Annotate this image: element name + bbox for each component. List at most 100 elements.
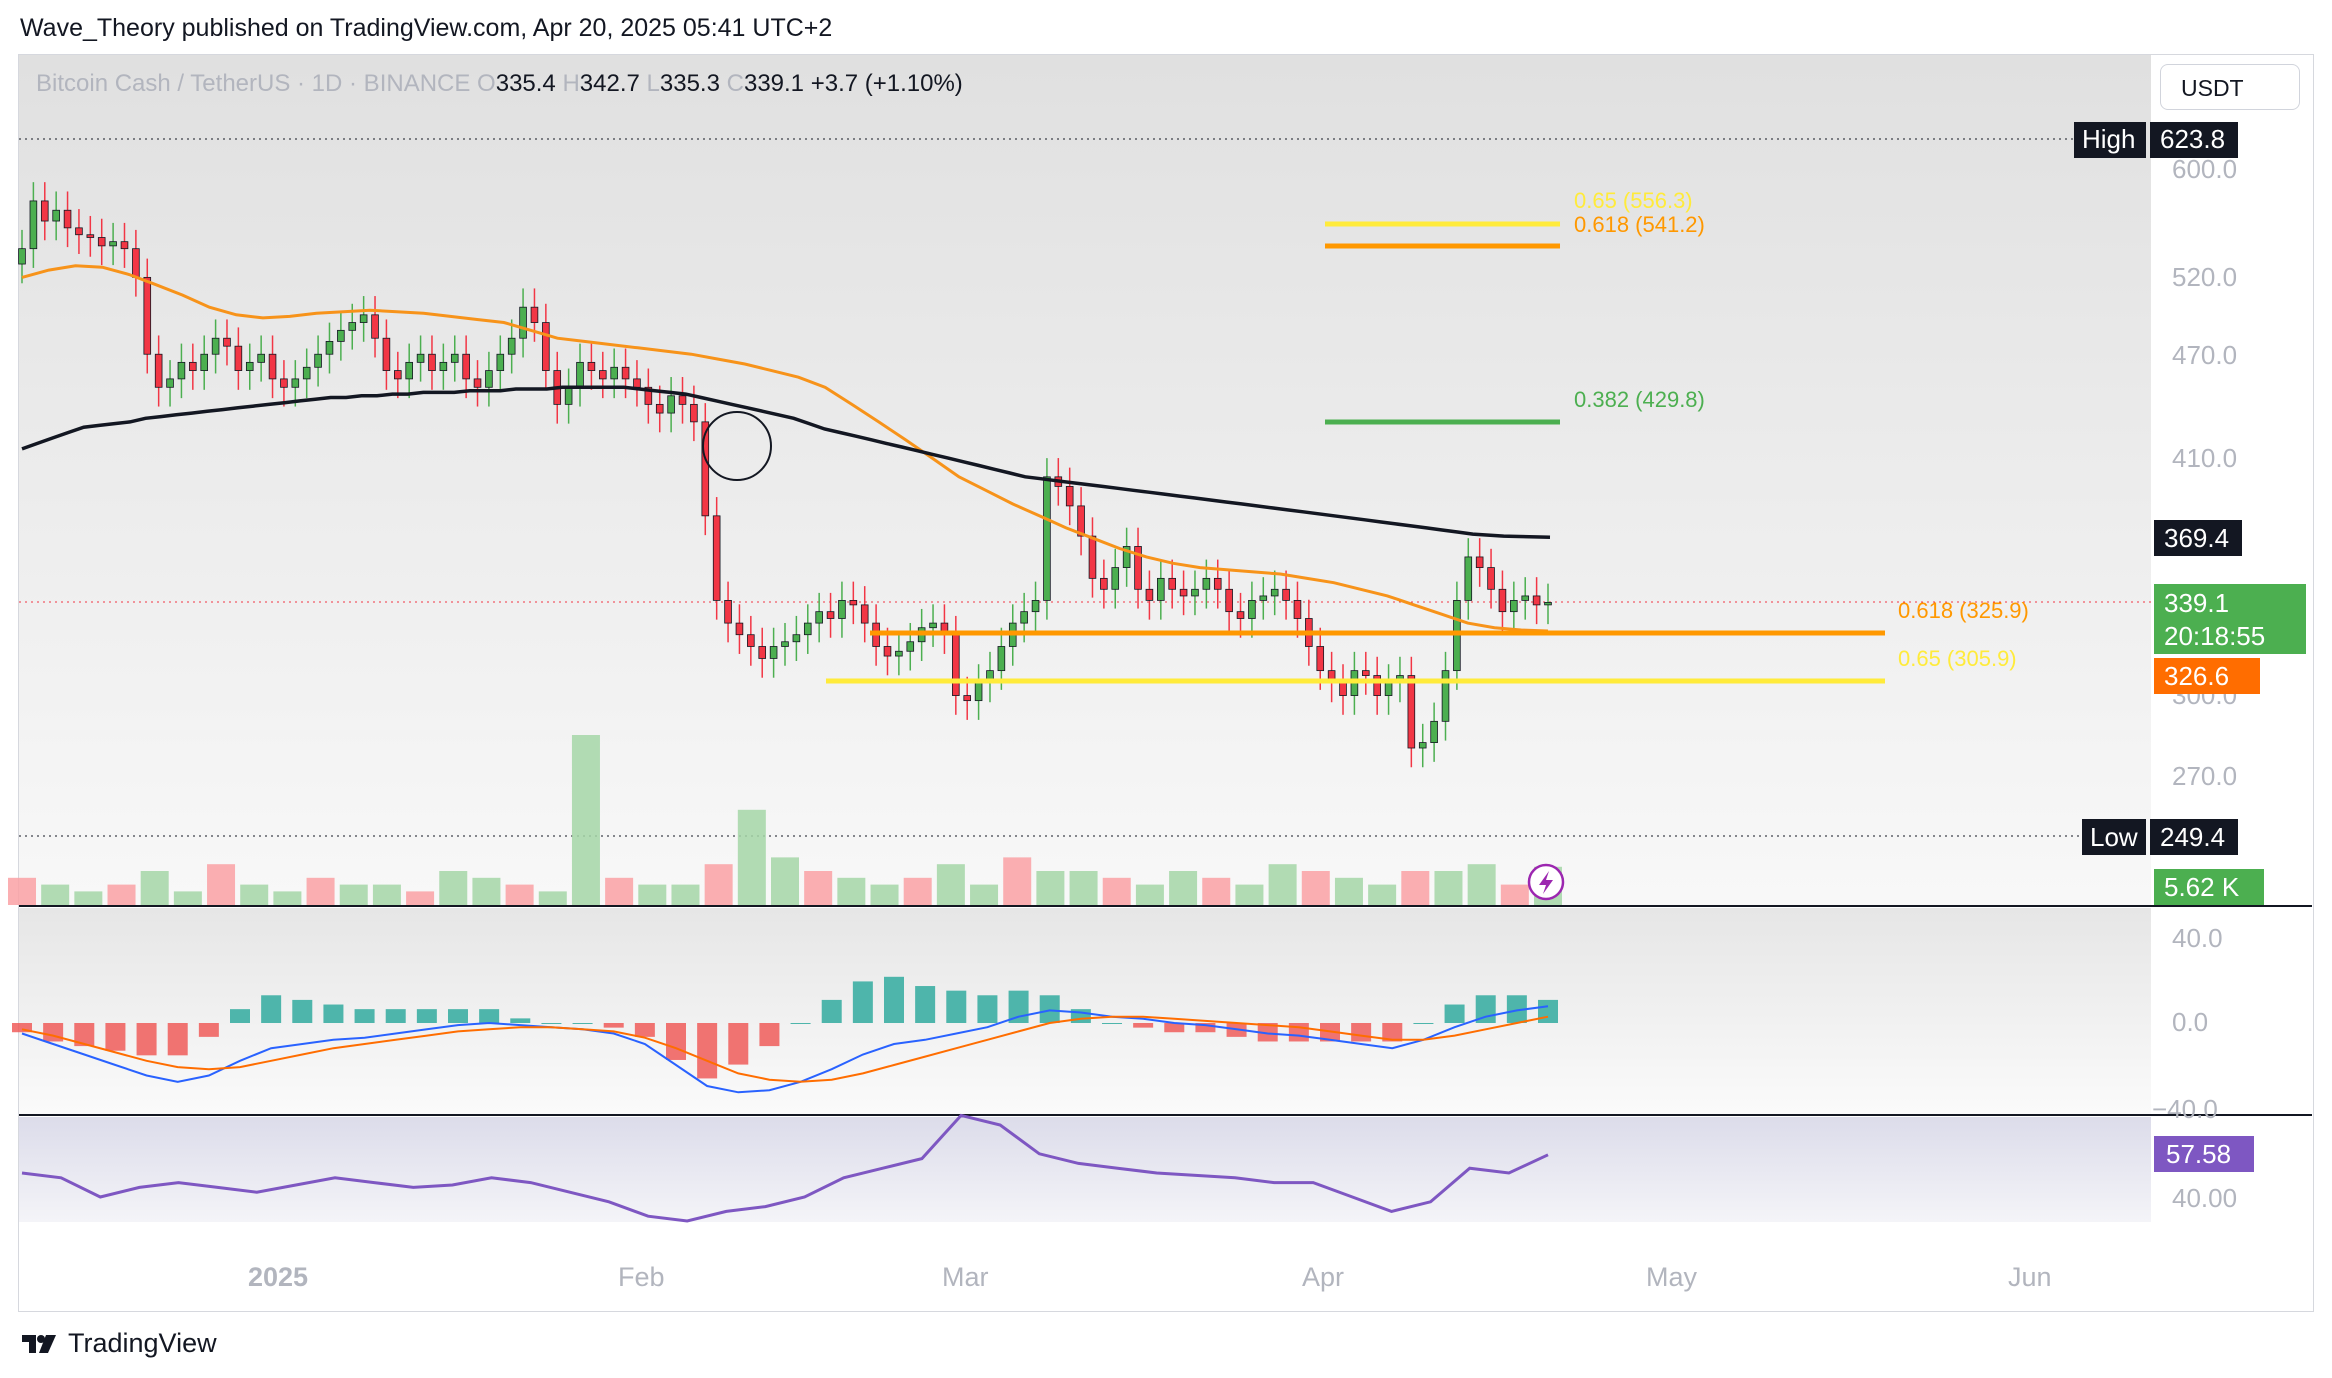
candle-body [1510, 599, 1518, 613]
svg-text:20:18:55: 20:18:55 [2164, 621, 2265, 651]
alert-bolt-icon[interactable] [1527, 863, 1565, 901]
svg-text:326.6: 326.6 [2164, 661, 2229, 691]
candle-body [40, 200, 49, 222]
volume-bar [1401, 871, 1430, 905]
macd-hist-bar [354, 1009, 375, 1023]
macd-hist-bar [728, 1023, 749, 1065]
macd-signal-line [21, 1015, 1549, 1083]
volume-bar [472, 877, 501, 905]
symbol-label[interactable]: Bitcoin Cash / TetherUS · 1D · BINANCE [36, 70, 471, 97]
candle-body [29, 200, 38, 250]
volume-bar [439, 871, 468, 905]
candle-body [1020, 611, 1028, 624]
volume-bar [1368, 884, 1397, 905]
candle-body [382, 337, 391, 371]
svg-text:623.8: 623.8 [2160, 124, 2225, 154]
tradingview-logo[interactable]: TradingView [20, 1328, 217, 1359]
low-tag: Low 249.4 [2082, 819, 2238, 855]
ma-black-line [21, 385, 1551, 540]
candle-body [109, 241, 117, 247]
candle-body [1384, 682, 1393, 696]
candlestick-series [18, 182, 1552, 768]
ema-orange-line [21, 264, 1549, 633]
candle-body [132, 248, 140, 278]
volume-bar [704, 864, 733, 905]
x-tick: Feb [618, 1262, 665, 1292]
volume-bar [1500, 884, 1529, 905]
candle-body [177, 361, 186, 380]
candle-body [1430, 720, 1438, 744]
macd-hist-bar [479, 1009, 500, 1023]
candle-body [678, 395, 687, 405]
macd-hist-bar [12, 1023, 32, 1033]
candle-body [1100, 577, 1108, 590]
fib-label-0382: 0.382 (429.8) [1574, 387, 1705, 412]
y-tick: 410.0 [2172, 443, 2237, 473]
candle-body [371, 314, 379, 339]
candle-body [610, 366, 618, 380]
candle-body [1043, 476, 1051, 601]
currency-button[interactable]: USDT [2160, 64, 2300, 110]
candle-body [1475, 556, 1484, 568]
volume-bar [1467, 864, 1496, 905]
candle-body [1293, 599, 1302, 619]
candle-body [1487, 567, 1495, 590]
y-tick: 270.0 [2172, 761, 2237, 791]
candle-body [166, 378, 174, 388]
y-tick-macd: −40.0 [2152, 1094, 2218, 1124]
macd-hist-bar [634, 1023, 655, 1037]
candle-body [1521, 595, 1530, 601]
volume-bar [1301, 871, 1330, 905]
macd-hist-bar [74, 1023, 95, 1047]
candle-body [724, 599, 732, 624]
candle-body [473, 378, 482, 388]
last-price-tag: 339.1 20:18:55 [2154, 584, 2306, 654]
candle-body [200, 353, 209, 371]
candle-body [1407, 675, 1416, 749]
macd-hist-bar [416, 1009, 437, 1023]
candle-body [405, 361, 413, 380]
volume-bar [1235, 884, 1264, 905]
macd-hist-bar [1039, 995, 1060, 1023]
candle-body [496, 353, 505, 371]
macd-hist-bar [852, 981, 873, 1023]
macd-hist-bar [666, 1023, 686, 1060]
volume-bar [804, 871, 833, 905]
candle-body [598, 370, 607, 380]
x-tick: May [1646, 1262, 1698, 1292]
macd-histogram [12, 976, 1558, 1079]
volume-bar [306, 877, 335, 905]
candle-body [86, 234, 95, 238]
volume-bar [538, 891, 567, 905]
macd-hist-bar [167, 1023, 188, 1056]
svg-text:5.62 K: 5.62 K [2164, 872, 2240, 902]
volume-bar [8, 877, 36, 905]
volume-bar [74, 891, 103, 905]
candle-body [507, 337, 516, 355]
candle-body [75, 227, 83, 236]
volume-bar [41, 884, 70, 905]
svg-text:57.58: 57.58 [2166, 1139, 2231, 1169]
rsi-pane [19, 1117, 2151, 1222]
candle-body [690, 403, 698, 423]
candle-body [337, 329, 345, 342]
candle-body [1418, 742, 1427, 749]
candle-body [1031, 599, 1040, 613]
candle-body [633, 378, 641, 388]
candle-body [906, 641, 915, 652]
candle-body [895, 650, 903, 657]
candle-body [1498, 588, 1507, 613]
volume-bar [1334, 877, 1363, 905]
macd-hist-bar [292, 999, 313, 1023]
x-tick: Apr [1302, 1262, 1344, 1292]
volume-bar [140, 871, 169, 905]
candle-body [1259, 595, 1268, 601]
high-value: 342.7 [579, 70, 640, 97]
published-line: Wave_Theory published on TradingView.com… [20, 14, 833, 42]
volume-bar [1434, 871, 1463, 905]
macd-hist-bar [105, 1023, 126, 1051]
candle-body [120, 241, 129, 250]
candle-body [1122, 546, 1131, 568]
volume-bar [1268, 864, 1297, 905]
